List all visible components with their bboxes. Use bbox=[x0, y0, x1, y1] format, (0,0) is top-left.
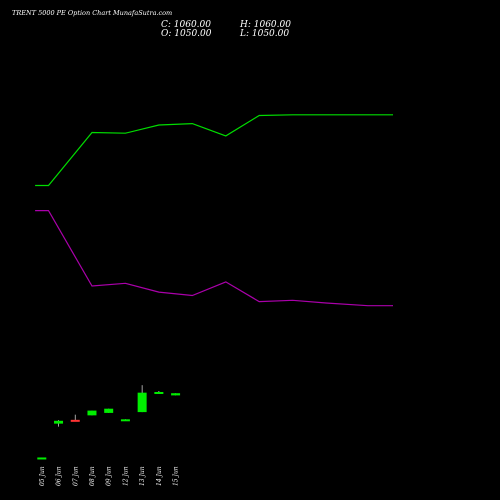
x-tick-label: 15 Jun bbox=[173, 466, 180, 486]
x-tick-label: 06 Jun bbox=[56, 466, 63, 486]
candle-15-jun bbox=[171, 393, 181, 396]
x-tick-label: 14 Jun bbox=[156, 466, 163, 486]
candle-06-jun bbox=[54, 420, 64, 427]
candle-body bbox=[137, 392, 147, 413]
candle-body bbox=[37, 457, 47, 460]
x-tick-label: 13 Jun bbox=[139, 466, 146, 486]
ohlc-low-readout: L: 1050.00 bbox=[239, 29, 289, 39]
candle-13-jun bbox=[137, 385, 147, 413]
candles bbox=[37, 385, 181, 460]
candle-12-jun bbox=[120, 419, 130, 422]
candle-14-jun bbox=[154, 391, 164, 394]
ohlc-high-readout: H: 1060.00 bbox=[239, 20, 291, 30]
x-tick-label: 05 Jun bbox=[39, 466, 46, 486]
x-tick-label: 07 Jun bbox=[72, 466, 79, 486]
candle-body bbox=[70, 419, 80, 422]
band-line-2 bbox=[35, 210, 393, 307]
candle-body bbox=[104, 408, 114, 413]
candle-body bbox=[171, 393, 181, 396]
candle-body bbox=[54, 420, 64, 424]
band-lines bbox=[35, 114, 393, 307]
ohlc-close-readout: C: 1060.00 bbox=[161, 20, 211, 30]
x-axis-ticks: 05 Jun 06 Jun 07 Jun 08 Jun 09 Jun 12 Jun 13 J… bbox=[39, 466, 180, 486]
x-tick-label: 12 Jun bbox=[122, 466, 129, 486]
x-tick-label: 08 Jun bbox=[89, 466, 96, 486]
candle-body bbox=[87, 410, 97, 416]
candle-body bbox=[120, 419, 130, 422]
candle-body bbox=[154, 391, 164, 394]
candle-09-jun bbox=[104, 408, 114, 413]
band-line-1 bbox=[35, 114, 393, 187]
candle-05-jun bbox=[37, 457, 47, 460]
chart-title: TRENT 5000 PE Option Chart MunafaSutra.c… bbox=[12, 9, 172, 17]
x-tick-label: 09 Jun bbox=[106, 466, 113, 486]
candle-07-jun bbox=[70, 414, 80, 422]
candle-08-jun bbox=[87, 410, 97, 416]
ohlc-open-readout: O: 1050.00 bbox=[161, 29, 212, 39]
